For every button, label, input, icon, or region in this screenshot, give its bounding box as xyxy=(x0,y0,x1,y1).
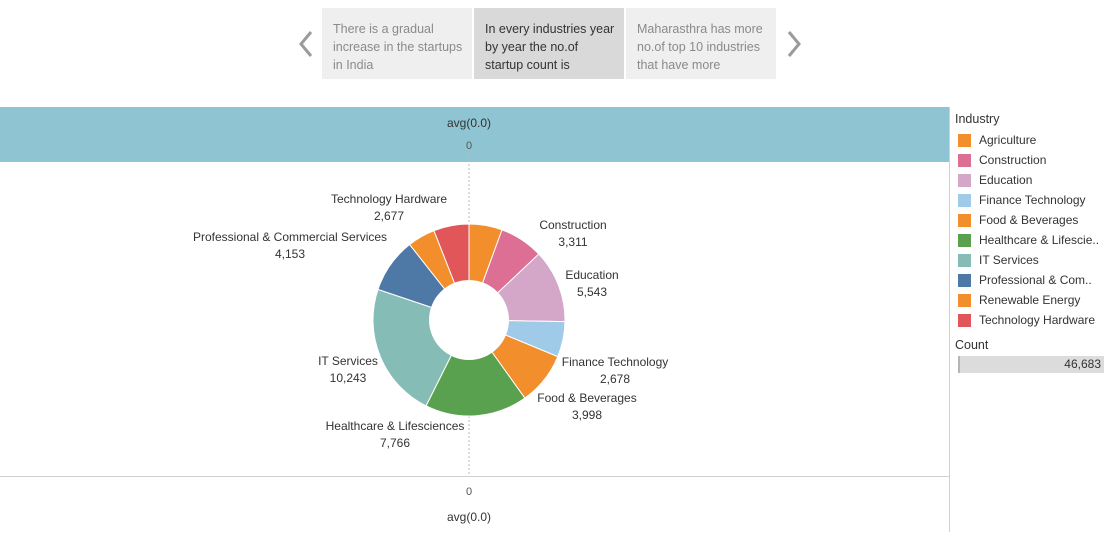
legend-label: Education xyxy=(979,173,1033,187)
slice-value-label: 7,766 xyxy=(380,436,410,450)
count-bar: 46,683 xyxy=(958,356,1104,373)
legend-swatch xyxy=(958,253,971,267)
count-title: Count xyxy=(955,338,989,352)
legend-swatch xyxy=(958,173,971,187)
chevron-left-icon xyxy=(299,31,313,57)
story-point-1[interactable]: There is a gradual increase in the start… xyxy=(322,8,472,79)
slice-category-label: Professional & Commercial Services xyxy=(193,230,387,244)
slice-category-label: Finance Technology xyxy=(562,355,669,369)
legend-label: Finance Technology xyxy=(979,193,1086,207)
legend-label: IT Services xyxy=(979,253,1039,267)
legend-swatch xyxy=(958,153,971,167)
chevron-right-icon xyxy=(787,31,801,57)
story-point-2[interactable]: In every industries year by year the no.… xyxy=(474,8,624,79)
legend-item[interactable]: Agriculture xyxy=(955,130,1115,150)
bottom-axis-line xyxy=(0,476,949,477)
industry-donut-chart: Construction 3,311 Education 5,543 Finance T… xyxy=(193,152,668,476)
industry-legend: Industry Agriculture Construction Educatio… xyxy=(955,112,1115,330)
slice-value-label: 4,153 xyxy=(275,247,305,261)
legend-item[interactable]: Food & Beverages xyxy=(955,210,1115,230)
story-point-3-text: Maharasthra has more no.of top 10 indust… xyxy=(637,22,763,72)
slice-category-label: Healthcare & Lifesciences xyxy=(326,419,465,433)
top-axis-label: avg(0.0) xyxy=(446,116,492,130)
legend-label: Construction xyxy=(979,153,1047,167)
legend-swatch xyxy=(958,133,971,147)
slice-category-label: IT Services xyxy=(318,354,378,368)
legend-label: Agriculture xyxy=(979,133,1037,147)
donut-hole xyxy=(429,280,509,360)
legend-item[interactable]: Finance Technology xyxy=(955,190,1115,210)
slice-value-label: 5,543 xyxy=(577,285,607,299)
legend-swatch xyxy=(958,313,971,327)
donut-slice[interactable] xyxy=(425,319,526,417)
slice-value-label: 2,678 xyxy=(600,372,630,386)
legend-label: Healthcare & Lifescie.. xyxy=(979,233,1100,247)
legend-item[interactable]: Education xyxy=(955,170,1115,190)
slice-category-label: Technology Hardware xyxy=(331,192,447,206)
slice-value-label: 3,311 xyxy=(558,235,587,249)
story-point-1-text: There is a gradual increase in the start… xyxy=(333,22,463,72)
bottom-axis-tick: 0 xyxy=(465,486,473,498)
legend-item[interactable]: Professional & Com.. xyxy=(955,270,1115,290)
legend-title: Industry xyxy=(955,112,1000,126)
top-axis-tick: 0 xyxy=(465,140,473,152)
legend-swatch xyxy=(958,293,971,307)
legend-swatch xyxy=(958,273,971,287)
story-navigator: There is a gradual increase in the start… xyxy=(0,0,1117,90)
story-point-3[interactable]: Maharasthra has more no.of top 10 indust… xyxy=(626,8,776,79)
legend-label: Technology Hardware xyxy=(979,313,1096,327)
legend-swatch xyxy=(958,193,971,207)
legend-label: Food & Beverages xyxy=(979,213,1079,227)
slice-value-label: 3,998 xyxy=(572,408,602,422)
legend-swatch xyxy=(958,233,971,247)
count-value: 46,683 xyxy=(1064,357,1101,371)
story-point-2-text: In every industries year by year the no.… xyxy=(485,22,615,72)
legend-item[interactable]: Construction xyxy=(955,150,1115,170)
slice-value-label: 2,677 xyxy=(374,209,404,223)
bottom-axis-label: avg(0.0) xyxy=(446,510,492,524)
legend-item[interactable]: Renewable Energy xyxy=(955,290,1115,310)
slice-category-label: Education xyxy=(565,268,618,282)
legend-divider xyxy=(949,107,950,532)
top-axis-band xyxy=(0,107,949,162)
legend-label: Renewable Energy xyxy=(979,293,1081,307)
legend-label: Professional & Com.. xyxy=(979,273,1092,287)
previous-story-point-button[interactable] xyxy=(294,26,318,62)
slice-value-label: 10,243 xyxy=(330,371,367,385)
legend-item[interactable]: IT Services xyxy=(955,250,1115,270)
legend-item[interactable]: Technology Hardware xyxy=(955,310,1115,330)
slice-category-label: Food & Beverages xyxy=(537,391,636,405)
slice-labels: Construction 3,311 Education 5,543 Finance T… xyxy=(193,192,668,450)
slice-category-label: Construction xyxy=(539,218,606,232)
legend-item[interactable]: Healthcare & Lifescie.. xyxy=(955,230,1115,250)
legend-swatch xyxy=(958,213,971,227)
next-story-point-button[interactable] xyxy=(782,26,806,62)
